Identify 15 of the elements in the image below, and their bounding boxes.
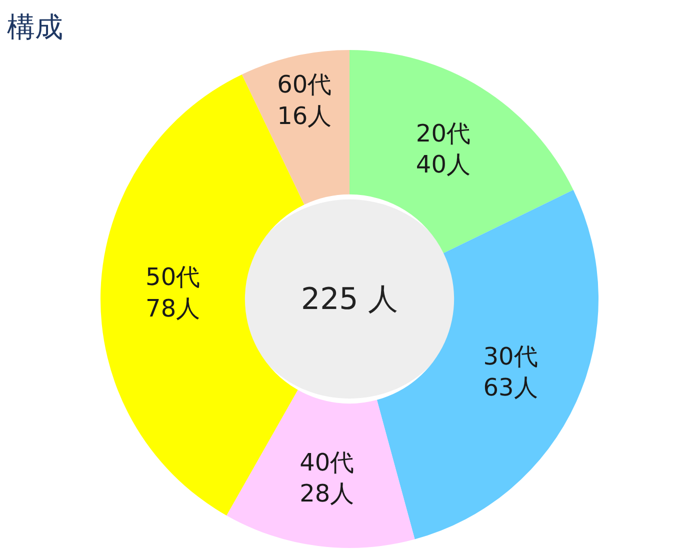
data-label: 63人 (483, 374, 538, 402)
donut-slice (242, 50, 350, 205)
slice-label: 60代 (277, 70, 332, 99)
slice-label: 50代 (146, 263, 200, 292)
data-label: 78人 (146, 294, 200, 322)
text: 225 人 (301, 282, 398, 317)
data-label: 16人 (277, 102, 332, 130)
slice-label: 30代 (483, 342, 538, 370)
donut-slice (226, 390, 415, 548)
data-label: 40人 (416, 150, 470, 179)
slice-label: 20代 (416, 119, 470, 148)
chart-title: 構成 (6, 10, 63, 44)
data-label: 28人 (300, 479, 354, 508)
slice-label: 40代 (300, 448, 354, 476)
donut-slice (350, 50, 574, 254)
